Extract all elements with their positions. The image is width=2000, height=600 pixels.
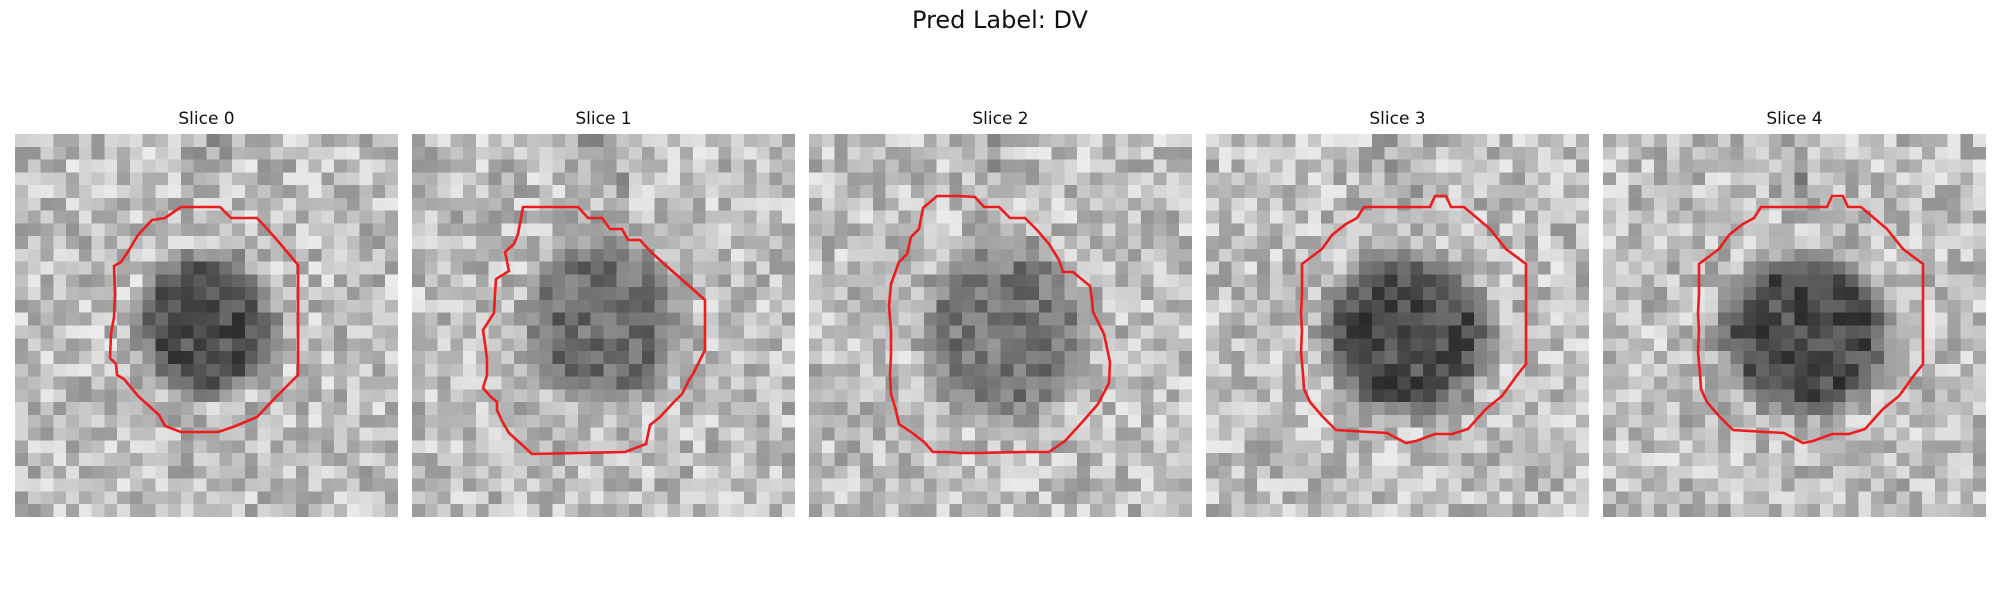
slice-panel-4: Slice 4 (1603, 106, 1986, 517)
slice-image-1 (412, 134, 795, 517)
segmentation-contour-0 (108, 205, 300, 434)
slice-image-0 (15, 134, 398, 517)
slice-panel-2: Slice 2 (809, 106, 1192, 517)
slice-image-3 (1206, 134, 1589, 517)
slice-title-1: Slice 1 (575, 109, 632, 129)
segmentation-contour-4 (1696, 194, 1925, 445)
slice-image-4 (1603, 134, 1986, 517)
slice-panel-0: Slice 0 (15, 106, 398, 517)
slice-panel-1: Slice 1 (412, 106, 795, 517)
contour-overlay-1 (481, 205, 707, 456)
contour-overlay-2 (887, 194, 1112, 455)
slice-title-2: Slice 2 (972, 109, 1029, 129)
contour-overlay-0 (108, 205, 300, 434)
segmentation-contour-3 (1299, 194, 1528, 445)
figure-title: Pred Label: DV (912, 6, 1088, 34)
slice-title-0: Slice 0 (178, 109, 235, 129)
slice-pixel-grid-0 (15, 134, 398, 517)
contour-overlay-3 (1299, 194, 1528, 445)
segmentation-contour-2 (887, 194, 1112, 455)
slice-image-2 (809, 134, 1192, 517)
slice-title-4: Slice 4 (1766, 109, 1823, 129)
slice-panel-3: Slice 3 (1206, 106, 1589, 517)
slice-title-3: Slice 3 (1369, 109, 1426, 129)
contour-overlay-4 (1696, 194, 1925, 445)
segmentation-contour-1 (481, 205, 707, 456)
